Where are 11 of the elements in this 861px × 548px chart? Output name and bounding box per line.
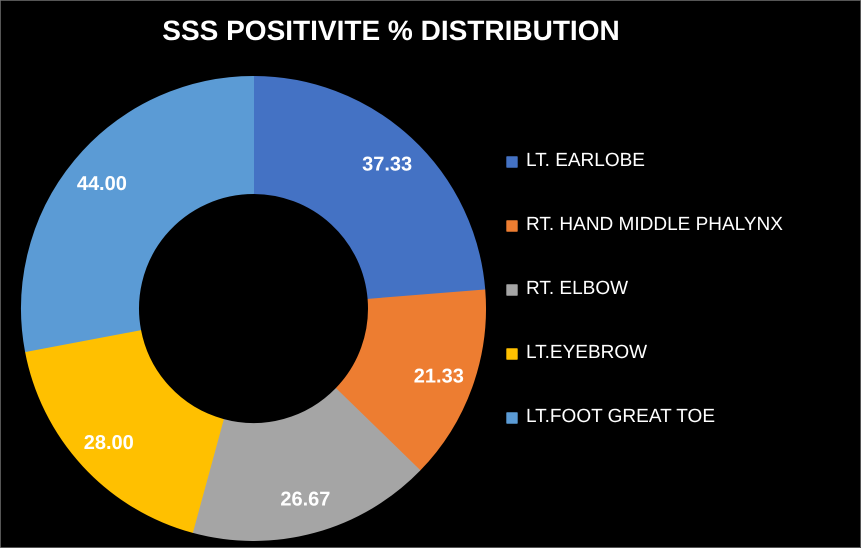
legend-label: RT. HAND MIDDLE PHALYNX — [526, 214, 783, 236]
data-label: 44.00 — [76, 172, 127, 195]
data-label: 28.00 — [84, 432, 134, 454]
legend-label: LT. EARLOBE — [526, 150, 645, 172]
legend-label: LT.EYEBROW — [526, 342, 648, 364]
data-label: 21.33 — [414, 365, 464, 388]
chart-title: SSS POSITIVITE % DISTRIBUTION — [162, 15, 620, 46]
legend-label: LT.FOOT GREAT TOE — [526, 406, 715, 428]
data-label: 37.33 — [362, 154, 412, 176]
data-label: 26.67 — [280, 488, 330, 511]
legend-label: RT. ELBOW — [526, 278, 628, 300]
